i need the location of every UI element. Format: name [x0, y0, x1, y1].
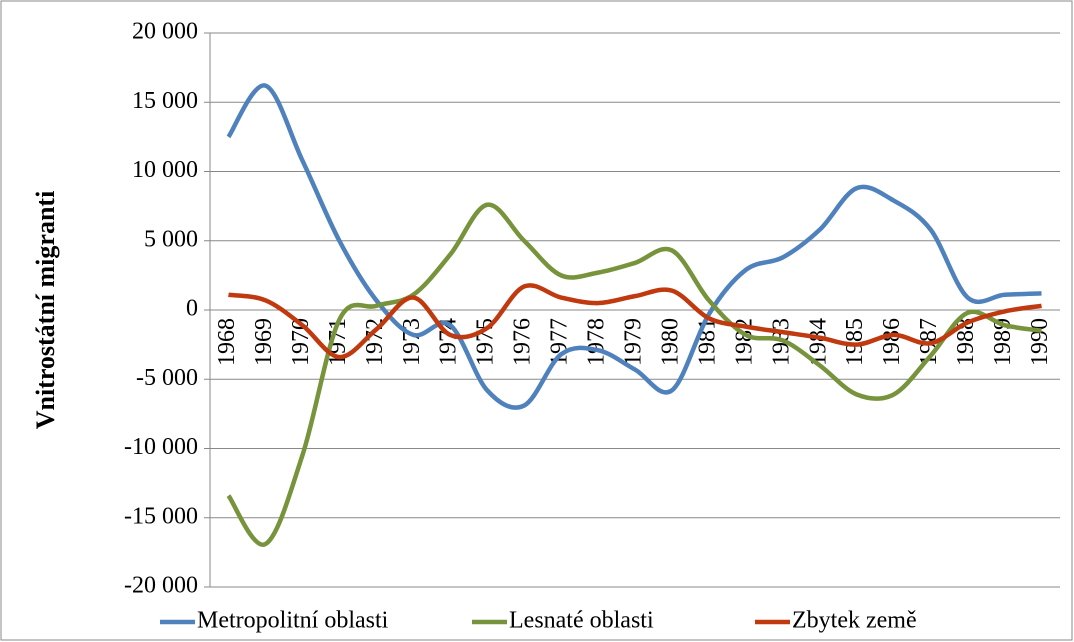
y-tick-label: 10 000 [132, 157, 198, 183]
y-tick-label: 15 000 [132, 88, 198, 114]
y-tick-label: 5 000 [144, 226, 198, 252]
x-tick-label: 1969 [251, 318, 277, 366]
y-tick-label: -10 000 [124, 434, 198, 460]
y-axis-label: Vnitrostátní migranti [31, 191, 60, 430]
x-tick-label: 1975 [473, 318, 499, 366]
x-tick-label: 1979 [621, 318, 647, 366]
x-tick-label: 1976 [510, 318, 536, 366]
series-line [226, 83, 1042, 410]
legend-label: Lesnaté oblasti [509, 608, 654, 634]
x-tick-label: 1990 [1027, 318, 1053, 366]
y-tick-label: -15 000 [124, 503, 198, 529]
x-tick-label: 1980 [657, 318, 683, 366]
x-tick-label: 1981 [694, 318, 720, 366]
series-line [228, 283, 1042, 360]
x-tick-label: 1968 [214, 318, 240, 366]
x-tick-label: 1978 [584, 318, 610, 366]
y-tick-label: -5 000 [136, 365, 198, 391]
legend-label: Metropolitní oblasti [197, 608, 389, 634]
x-tick-label: 1986 [879, 318, 905, 366]
y-tick-label: 0 [186, 296, 198, 322]
x-tick-label: 1973 [399, 318, 425, 366]
legend-label: Zbytek země [792, 608, 917, 634]
y-tick-label: -20 000 [124, 573, 198, 599]
y-tick-label: 20 000 [132, 19, 198, 45]
series-line [226, 202, 1042, 547]
